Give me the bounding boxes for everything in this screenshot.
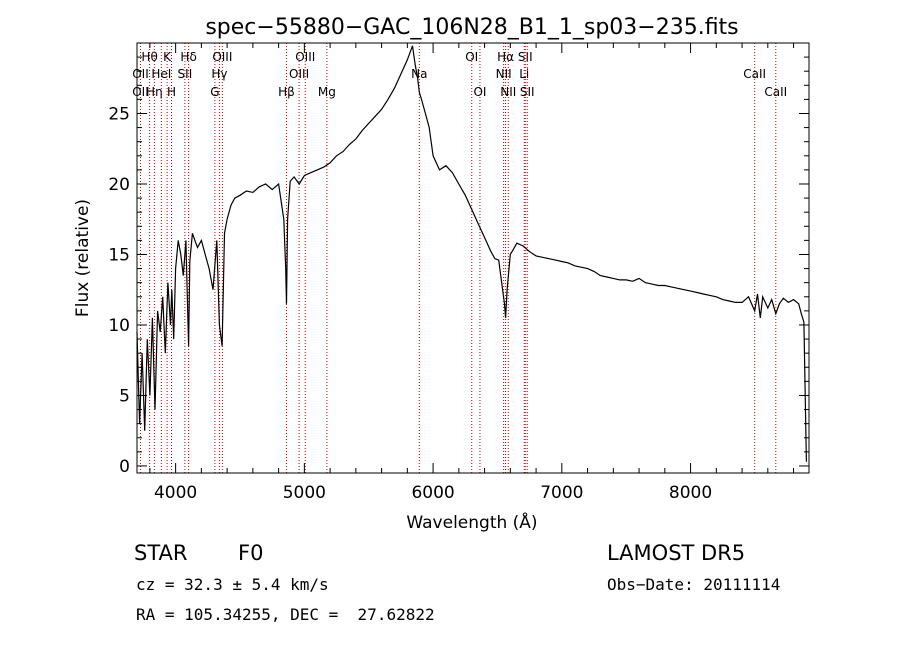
y-tick-label: 25 bbox=[108, 104, 130, 124]
line-label: Hβ bbox=[278, 85, 295, 99]
x-tick-label: 4000 bbox=[154, 483, 197, 503]
line-label: OI bbox=[473, 85, 486, 99]
line-label: Hγ bbox=[211, 67, 227, 81]
line-label: CaII bbox=[743, 67, 766, 81]
object-class: STAR bbox=[134, 541, 188, 565]
y-tick-label: 5 bbox=[119, 386, 130, 406]
line-label: OII bbox=[132, 67, 149, 81]
line-label: H bbox=[167, 85, 176, 99]
line-label: OIII bbox=[289, 67, 309, 81]
line-label: SII bbox=[518, 50, 533, 64]
x-tick-label: 8000 bbox=[669, 483, 712, 503]
axis-ticks: 4000 5000 6000 7000 8000 0 5 10 15 20 25 bbox=[108, 43, 809, 503]
plot-frame bbox=[136, 42, 810, 474]
x-tick-label: 5000 bbox=[283, 483, 326, 503]
y-tick-label: 15 bbox=[108, 245, 130, 265]
line-label: CaII bbox=[764, 85, 787, 99]
line-label: SII bbox=[520, 85, 535, 99]
chart-title: spec−55880−GAC_106N28_B1_1_sp03−235.fits bbox=[205, 15, 738, 40]
line-label: Hδ bbox=[180, 50, 196, 64]
line-label: NII bbox=[496, 67, 512, 81]
coordinates: RA = 105.34255, DEC = 27.62822 bbox=[136, 605, 435, 624]
object-subclass: F0 bbox=[238, 541, 264, 565]
line-label: G bbox=[210, 85, 219, 99]
line-label: OIII bbox=[212, 50, 232, 64]
line-label: Hθ bbox=[141, 50, 157, 64]
emission-line-markers: Hθ K Hδ OIII OIII OI Hα SII OII HeI SII Hγ OIII Na NII… bbox=[132, 43, 787, 473]
x-axis-label: Wavelength (Å) bbox=[406, 511, 537, 533]
line-label: OII bbox=[132, 85, 149, 99]
y-axis-label: Flux (relative) bbox=[73, 199, 93, 317]
line-label: Mg bbox=[318, 85, 336, 99]
x-tick-label: 6000 bbox=[411, 483, 454, 503]
line-label: K bbox=[163, 50, 172, 64]
line-label: Hα bbox=[497, 50, 514, 64]
line-label: HeI bbox=[151, 67, 171, 81]
line-label: Na bbox=[411, 67, 427, 81]
redshift-value: cz = 32.3 ± 5.4 km/s bbox=[136, 575, 329, 594]
line-label: SII bbox=[178, 67, 193, 81]
line-label: OI bbox=[465, 50, 478, 64]
y-tick-label: 20 bbox=[108, 175, 130, 195]
spectrum-curve bbox=[136, 45, 807, 462]
observation-date: Obs−Date: 20111114 bbox=[607, 575, 781, 594]
x-tick-label: 7000 bbox=[540, 483, 583, 503]
line-label: NII bbox=[500, 85, 516, 99]
y-tick-label: 0 bbox=[119, 457, 130, 477]
line-label: OIII bbox=[295, 50, 315, 64]
y-tick-label: 10 bbox=[108, 316, 130, 336]
survey-name: LAMOST DR5 bbox=[607, 541, 746, 565]
line-label: Hη bbox=[146, 85, 163, 99]
line-label: Li bbox=[519, 67, 529, 81]
